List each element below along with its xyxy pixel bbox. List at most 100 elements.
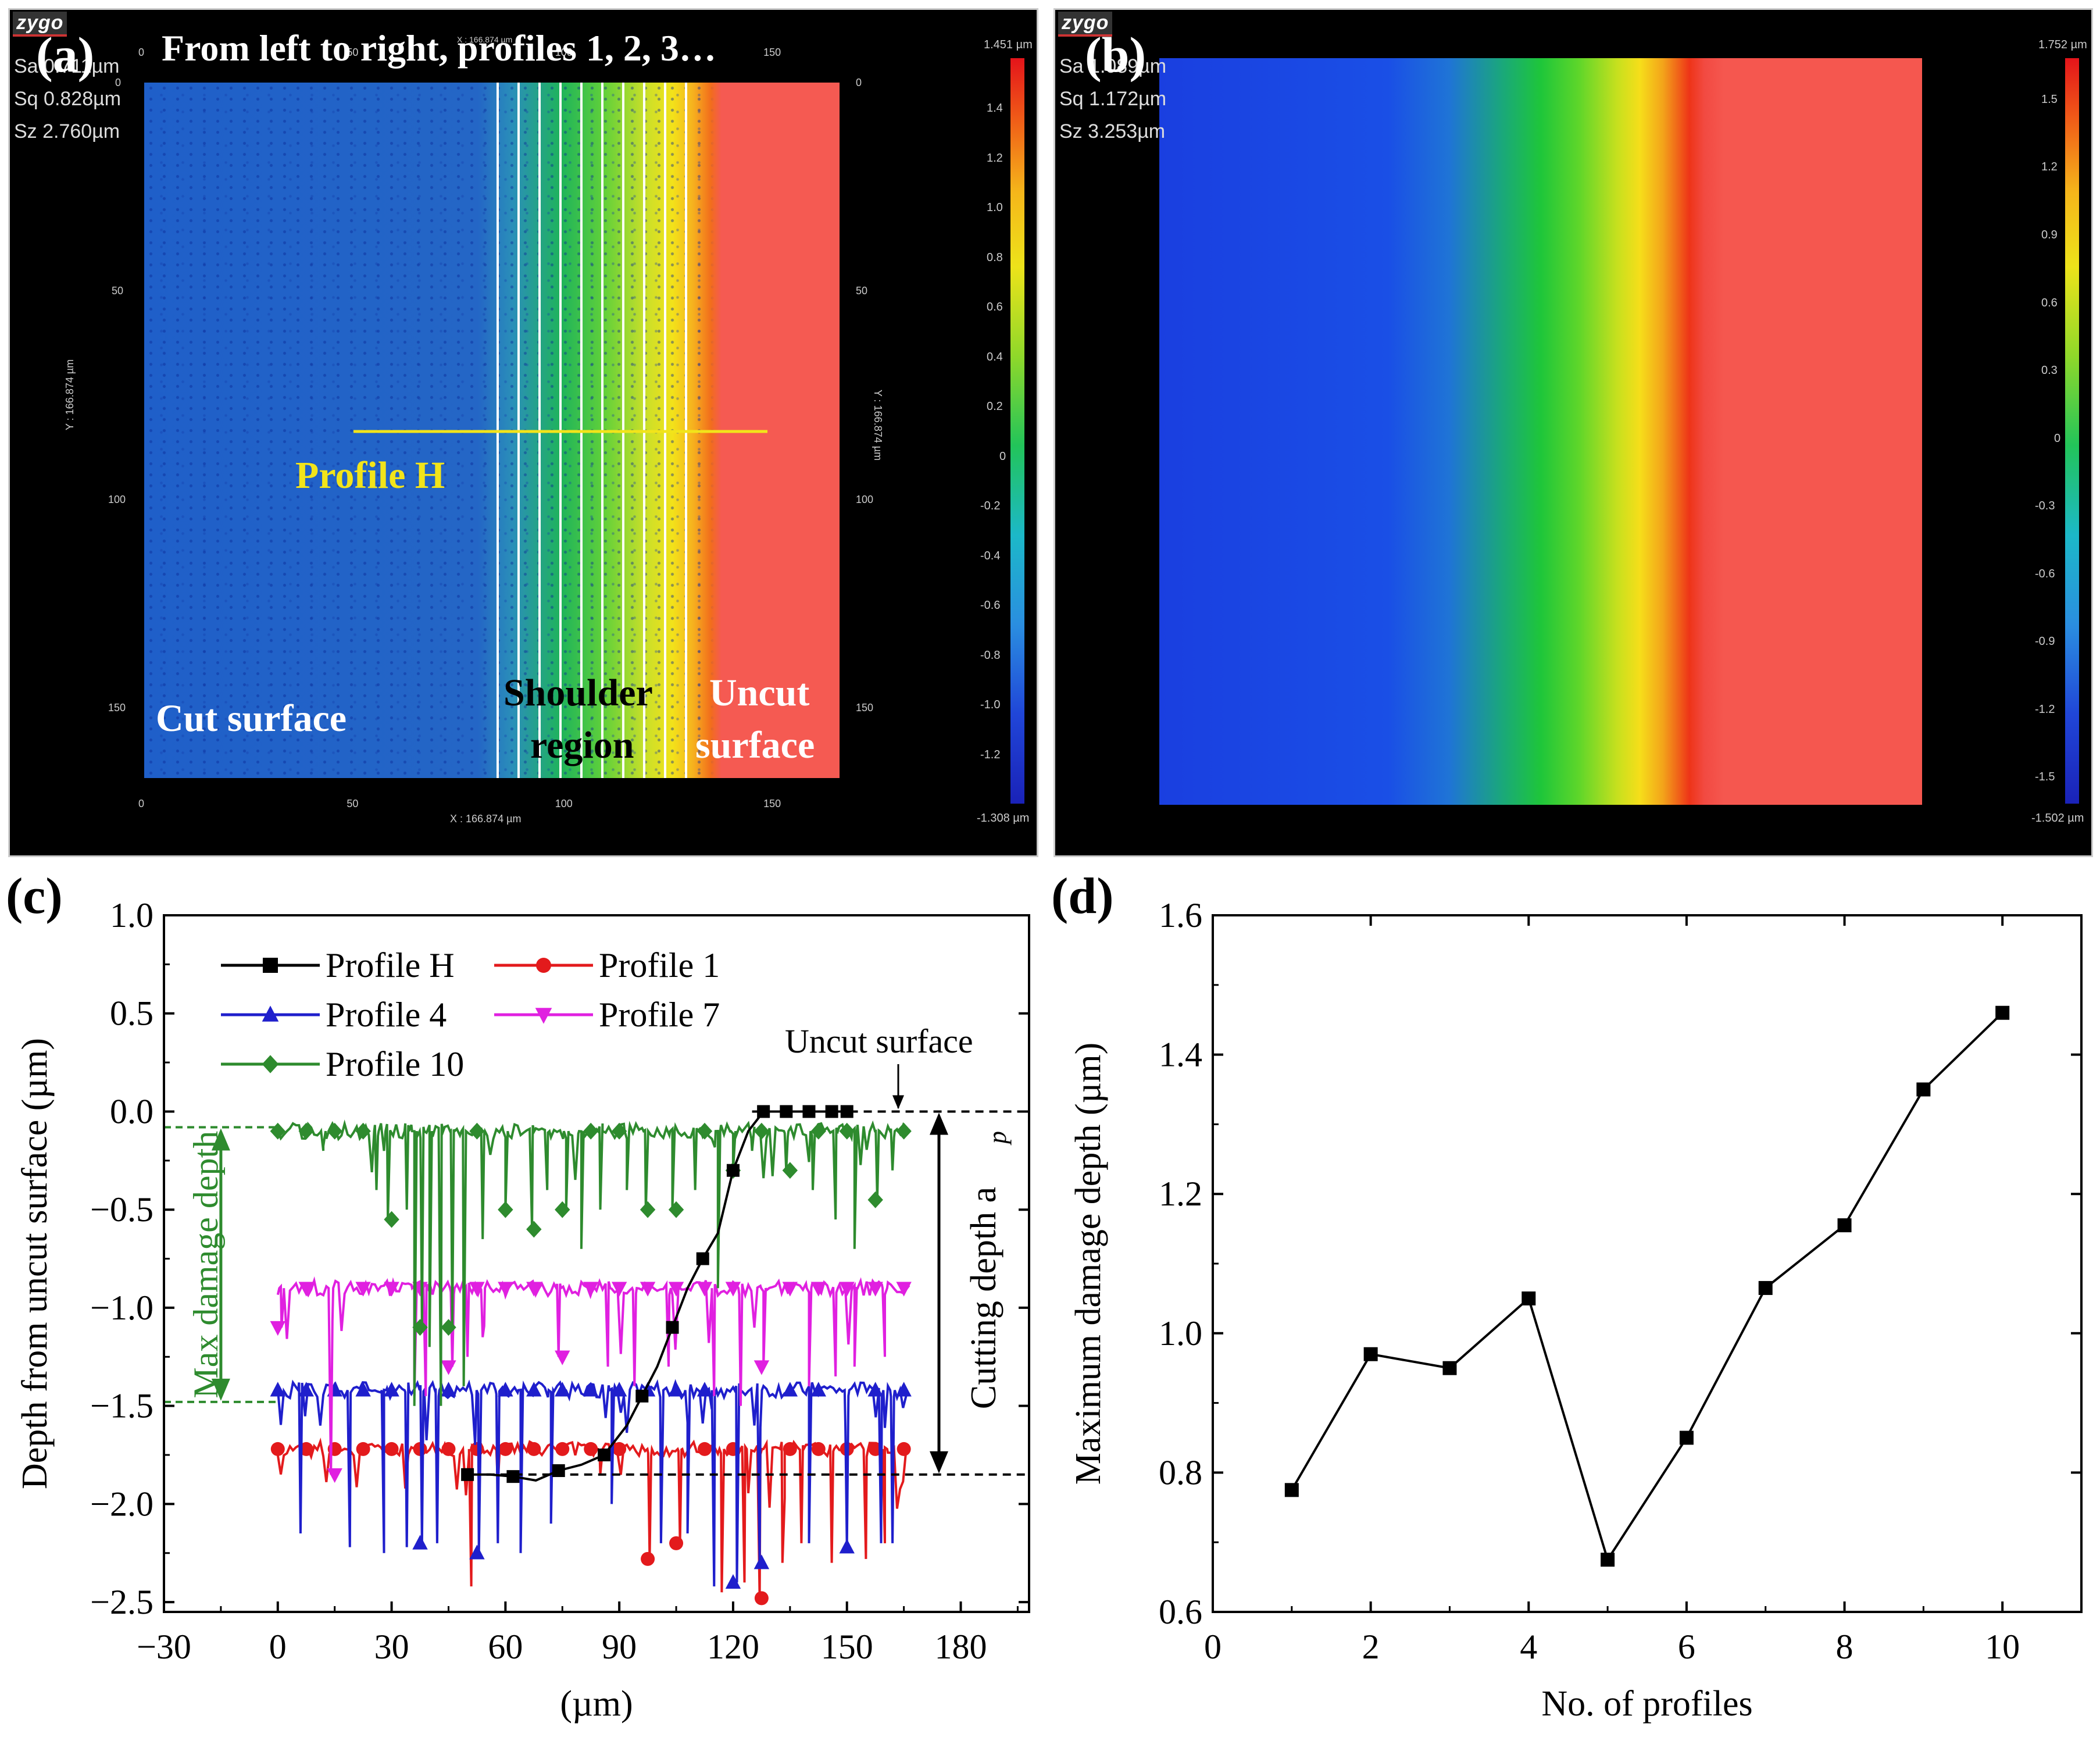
annotation-uncut-arrowhead bbox=[892, 1095, 904, 1110]
data-point-profile-4 bbox=[810, 1382, 826, 1397]
colorbar-tick-label: -1.5 bbox=[2035, 770, 2055, 784]
data-point-profile-4 bbox=[498, 1382, 513, 1397]
annotation-max-damage-depth: Max damage depth bbox=[187, 1131, 225, 1399]
data-point-profile-h bbox=[506, 1470, 520, 1483]
data-point-max-damage bbox=[1995, 1005, 2010, 1020]
data-point-profile-4 bbox=[725, 1574, 741, 1589]
panel-a-overlay bbox=[353, 83, 767, 778]
panel-a-stat-sa: Sa 0.711µm bbox=[14, 55, 120, 77]
cutting-depth-arrowhead-top bbox=[930, 1112, 948, 1135]
data-point-profile-7 bbox=[782, 1282, 798, 1297]
colorbar-tick-label: 0 bbox=[999, 450, 1006, 463]
colorbar-tick-label: 0.3 bbox=[2041, 364, 2058, 377]
x-tick-label: 150 bbox=[821, 1628, 873, 1666]
data-point-max-damage bbox=[1601, 1553, 1615, 1567]
data-point-profile-4 bbox=[469, 1544, 485, 1560]
data-point-profile-7 bbox=[469, 1282, 485, 1297]
x-tick-label: 0 bbox=[269, 1628, 287, 1666]
data-point-profile-7 bbox=[555, 1350, 570, 1365]
colorbar-tick-label: 0.4 bbox=[987, 350, 1003, 363]
data-point-profile-7 bbox=[298, 1282, 314, 1297]
series-line-profile-1 bbox=[276, 1437, 908, 1599]
data-point-profile-7 bbox=[725, 1282, 741, 1297]
panel-a-top-tick-label: 100 bbox=[555, 47, 573, 58]
colorbar-tick-label: 0.6 bbox=[987, 301, 1003, 314]
data-point-profile-10 bbox=[498, 1201, 513, 1218]
colorbar-tick-label: -1.0 bbox=[980, 698, 1001, 712]
data-point-profile-10 bbox=[583, 1122, 599, 1140]
panel-b-zygo-logo: zygo bbox=[1058, 12, 1113, 37]
label-shoulder-line1: Shoulder bbox=[503, 672, 653, 714]
data-point-profile-4 bbox=[668, 1382, 684, 1397]
data-point-profile-7 bbox=[441, 1360, 456, 1375]
cutting-depth-arrowhead-bottom bbox=[930, 1451, 948, 1474]
panel-a-top-tick-label: 0 bbox=[138, 47, 145, 58]
legend-label: Profile 1 bbox=[599, 946, 720, 984]
data-point-profile-7 bbox=[697, 1282, 713, 1297]
label-cut-surface: Cut surface bbox=[156, 697, 347, 740]
y-tick-label: −2.0 bbox=[90, 1485, 153, 1523]
data-point-profile-1 bbox=[384, 1442, 399, 1456]
x-tick-label: 4 bbox=[1520, 1628, 1537, 1666]
chart-c-frame bbox=[163, 914, 1030, 1613]
data-point-profile-1 bbox=[555, 1442, 570, 1456]
panel-b-stat-sa: Sa 1.089µm bbox=[1059, 55, 1167, 77]
panel-a-y-tick-label: 150 bbox=[108, 702, 126, 714]
data-point-profile-1 bbox=[356, 1442, 370, 1456]
max-damage-arrowhead-top bbox=[211, 1128, 230, 1151]
colorbar-tick-label: 0.2 bbox=[987, 400, 1003, 413]
data-point-profile-1 bbox=[441, 1442, 456, 1456]
data-point-profile-1 bbox=[299, 1442, 313, 1456]
colorbar-tick-label: 1.5 bbox=[2041, 92, 2058, 106]
data-point-profile-4 bbox=[412, 1535, 428, 1550]
x-tick-label: 0 bbox=[1204, 1628, 1222, 1666]
panel-a-x-axis-label: X : 166.874 µm bbox=[450, 813, 522, 825]
y-tick-label: −1.5 bbox=[90, 1387, 153, 1425]
data-point-max-damage bbox=[1758, 1280, 1773, 1295]
panel-a-x-tick-label: 100 bbox=[555, 798, 573, 809]
panel-a-top-axis-label: X : 166.874 µm bbox=[457, 35, 513, 44]
data-point-profile-7 bbox=[355, 1282, 371, 1297]
data-point-profile-h bbox=[598, 1449, 611, 1462]
data-point-profile-h bbox=[696, 1252, 709, 1265]
annotation-cutting-depth: Cutting depth a bbox=[964, 1187, 1003, 1409]
legend-marker bbox=[263, 958, 278, 973]
annotation-cutting-depth-subscript: p bbox=[983, 1131, 1012, 1146]
data-point-profile-4 bbox=[753, 1554, 770, 1569]
colorbar-tick-label: -1.2 bbox=[980, 748, 1001, 761]
y-tick-label: 1.6 bbox=[1159, 896, 1202, 934]
data-point-profile-7 bbox=[810, 1282, 826, 1297]
y-tick-label: 1.0 bbox=[110, 896, 153, 934]
data-point-profile-h bbox=[825, 1105, 838, 1118]
data-point-profile-10 bbox=[555, 1201, 570, 1218]
y-tick-label: 1.0 bbox=[1159, 1314, 1202, 1353]
data-point-profile-4 bbox=[555, 1382, 570, 1397]
legend-marker bbox=[262, 1055, 279, 1073]
chart-d: (d) 0 2 4 6 8 10 0.6 0.8 1.0 1.2 1.4 1.6 No. of profi… bbox=[1053, 868, 2083, 1724]
y-tick-label: −2.5 bbox=[90, 1583, 153, 1621]
colorbar-tick-label: 0.6 bbox=[2041, 296, 2058, 309]
panel-b-stat-sq: Sq 1.172µm bbox=[1059, 88, 1167, 110]
data-point-profile-7 bbox=[526, 1282, 542, 1297]
data-point-profile-4 bbox=[782, 1382, 798, 1397]
panel-a-top-tick-label: 150 bbox=[763, 47, 781, 58]
panel-a-y-tick-label: 50 bbox=[112, 285, 124, 297]
data-point-profile-1 bbox=[270, 1442, 285, 1456]
data-point-profile-7 bbox=[583, 1282, 599, 1297]
data-point-max-damage bbox=[1679, 1430, 1694, 1445]
panel-a-y-tick-label-right: 0 bbox=[856, 77, 862, 88]
panel-a-top-tick-label: 50 bbox=[347, 47, 359, 58]
data-point-profile-h bbox=[757, 1105, 770, 1118]
data-point-profile-h bbox=[635, 1389, 649, 1403]
data-point-profile-10 bbox=[526, 1221, 542, 1238]
panel-b-colorbar-max: 1.752 µm bbox=[2038, 38, 2087, 51]
y-tick-label: −1.0 bbox=[90, 1289, 153, 1327]
data-point-profile-4 bbox=[441, 1382, 456, 1397]
x-tick-label: 30 bbox=[374, 1628, 409, 1666]
data-point-max-damage bbox=[1363, 1347, 1378, 1361]
chart-c-legend: Profile H Profile 1 Profile 4 Profile 7 Prof… bbox=[221, 946, 720, 1083]
data-point-profile-7 bbox=[839, 1282, 855, 1297]
panel-a-title: From left to right, profiles 1, 2, 3… bbox=[162, 27, 716, 69]
y-tick-label: 1.4 bbox=[1159, 1036, 1202, 1074]
colorbar-tick-label: 1.4 bbox=[987, 102, 1003, 115]
